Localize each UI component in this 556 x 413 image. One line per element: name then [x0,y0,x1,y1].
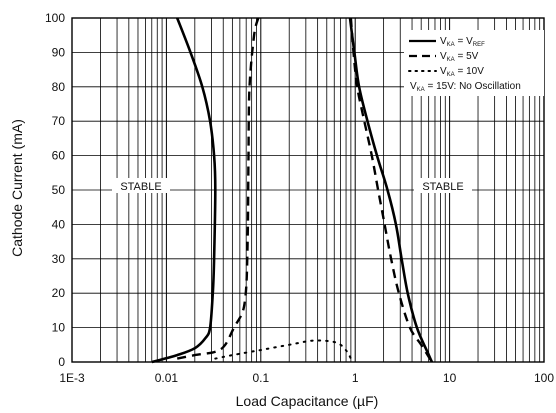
legend-entry-5v-base: V [440,51,447,62]
x-tick-label: 10 [443,371,457,385]
series-line-solid-segment-1 [151,17,217,364]
legend-entry-vref-sub2: REF [473,42,485,48]
legend-entry-15v-sub: KA [417,87,425,93]
x-tick-label: 0.01 [155,371,179,385]
series-line-dot-segment-1 [214,339,352,360]
y-tick-label: 10 [52,321,66,335]
stable-label-left-group: STABLE [112,178,170,193]
y-tick-label: 40 [52,217,66,231]
stable-label-right-group: STABLE [414,178,472,193]
legend-entry-15v-mid: = 15V: No Oscillation [425,81,521,92]
legend-entry-5v-mid: = 5V [455,51,479,62]
y-tick-label: 80 [52,80,66,94]
legend-entry-vref-sub: KA [447,42,455,48]
legend-entry-5v: VKA = 5V [440,51,479,63]
y-tick-label: 0 [58,355,65,369]
y-tick-label: 20 [52,286,66,300]
grid [71,18,544,362]
y-tick-label: 90 [52,45,66,59]
legend-entry-10v: VKA = 10V [440,66,484,78]
y-tick-label: 70 [52,114,66,128]
legend-entry-10v-base: V [440,66,447,77]
y-tick-label: 30 [52,252,66,266]
series-line-dash-segment-2 [349,17,433,363]
legend-entry-vref: VKA = VREF [440,36,485,48]
stable-label-right: STABLE [422,181,463,193]
series-line-dash-segment-1 [176,17,260,360]
legend-entry-15v-base: V [410,81,417,92]
x-tick-label: 1E-3 [59,371,85,385]
plot-series [151,17,434,364]
series-line-solid-segment-2 [348,17,434,363]
legend-entry-10v-sub: KA [447,72,455,78]
y-tick-labels: 0 10 20 30 40 50 60 70 80 90 100 [45,11,65,369]
legend-entry-15v: VKA = 15V: No Oscillation [410,81,521,93]
y-tick-label: 60 [52,149,66,163]
x-tick-label: 0.1 [252,371,269,385]
legend: VKA = VREF VKA = 5V VKA = 10V VKA = 15V:… [404,30,544,96]
y-tick-label: 50 [52,183,66,197]
x-tick-labels: 1E-3 0.01 0.1 1 10 100 [59,371,554,385]
x-tick-label: 1 [352,371,359,385]
legend-entry-vref-base: V [440,36,447,47]
legend-entry-vref-mid: = V [455,36,473,47]
plot-frame [71,17,545,363]
legend-entry-5v-sub: KA [447,57,455,63]
x-axis-title: Load Capacitance (µF) [236,393,379,409]
y-axis-title: Cathode Current (mA) [9,119,25,257]
x-tick-label: 100 [534,371,554,385]
y-tick-label: 100 [45,11,65,25]
legend-entry-10v-mid: = 10V [455,66,485,77]
stable-label-left: STABLE [120,181,161,193]
